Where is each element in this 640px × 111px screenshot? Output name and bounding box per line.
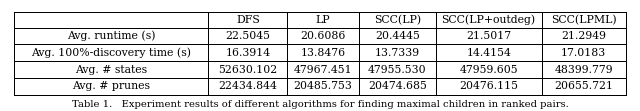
Text: 20.4445: 20.4445 bbox=[375, 31, 420, 41]
Text: SCC(LPML): SCC(LPML) bbox=[551, 15, 616, 25]
Text: 52630.102: 52630.102 bbox=[218, 65, 277, 75]
Text: 17.0183: 17.0183 bbox=[561, 48, 606, 58]
Text: 47959.605: 47959.605 bbox=[460, 65, 518, 75]
Text: 20.6086: 20.6086 bbox=[300, 31, 346, 41]
Text: 47967.451: 47967.451 bbox=[294, 65, 352, 75]
Bar bbox=[14, 12, 626, 95]
Text: 22434.844: 22434.844 bbox=[218, 81, 277, 91]
Text: 22.5045: 22.5045 bbox=[225, 31, 270, 41]
Text: 20474.685: 20474.685 bbox=[368, 81, 427, 91]
Text: DFS: DFS bbox=[236, 15, 260, 25]
Text: 13.7339: 13.7339 bbox=[374, 48, 420, 58]
Text: Avg. 100%-discovery time (s): Avg. 100%-discovery time (s) bbox=[31, 48, 191, 58]
Text: Avg. runtime (s): Avg. runtime (s) bbox=[67, 31, 156, 41]
Text: 47955.530: 47955.530 bbox=[368, 65, 426, 75]
Text: 14.4154: 14.4154 bbox=[467, 48, 511, 58]
Text: Table 1.   Experiment results of different algorithms for finding maximal childr: Table 1. Experiment results of different… bbox=[72, 100, 568, 109]
Text: Avg. # states: Avg. # states bbox=[76, 65, 147, 75]
Text: 48399.779: 48399.779 bbox=[554, 65, 613, 75]
Text: 13.8476: 13.8476 bbox=[300, 48, 346, 58]
Text: LP: LP bbox=[316, 15, 330, 25]
Text: SCC(LP): SCC(LP) bbox=[374, 15, 420, 25]
Text: 20485.753: 20485.753 bbox=[293, 81, 352, 91]
Text: Avg. # prunes: Avg. # prunes bbox=[72, 81, 150, 91]
Text: 21.2949: 21.2949 bbox=[561, 31, 606, 41]
Text: 21.5017: 21.5017 bbox=[466, 31, 511, 41]
Text: SCC(LP+outdeg): SCC(LP+outdeg) bbox=[442, 14, 536, 25]
Text: 20476.115: 20476.115 bbox=[459, 81, 518, 91]
Text: 20655.721: 20655.721 bbox=[554, 81, 613, 91]
Text: 16.3914: 16.3914 bbox=[225, 48, 270, 58]
